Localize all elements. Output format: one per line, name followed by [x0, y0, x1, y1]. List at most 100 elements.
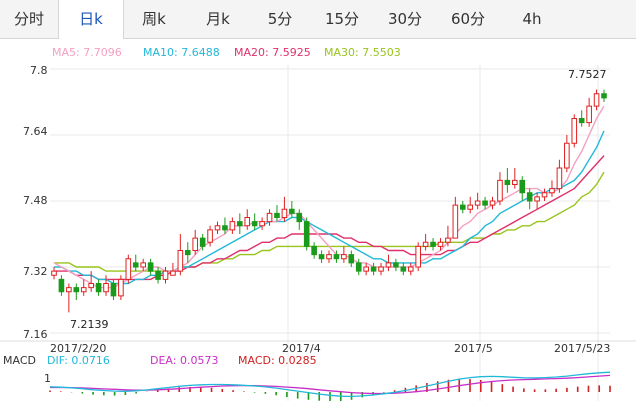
candle-body [504, 179, 511, 185]
candle-body [244, 217, 251, 227]
candle-body [333, 254, 340, 260]
candle-body [586, 105, 592, 124]
candle-body [88, 283, 94, 289]
y-axis-labels: 7.8 7.64 7.48 7.32 7.16 [23, 64, 48, 341]
candle-body [229, 221, 236, 231]
candle-body [162, 270, 169, 280]
candlesticks [51, 89, 607, 313]
dif-line [49, 371, 611, 398]
legend-macd-title: MACD [3, 354, 36, 367]
candle-body [348, 254, 355, 264]
candle-body [385, 262, 392, 268]
legend-macd-value: MACD: 0.0285 [238, 354, 317, 367]
candle-body [251, 221, 258, 227]
y-tick-label: 7.48 [23, 194, 48, 207]
candle-body [274, 212, 280, 218]
candle-body [207, 229, 213, 243]
x-tick-label: 2017/5/23 [554, 342, 610, 355]
candle-body [237, 221, 243, 227]
candle-body [571, 118, 578, 144]
tab-intraday[interactable]: 分时 [13, 10, 44, 28]
candle-body [474, 200, 481, 206]
grid-lines [0, 65, 636, 401]
macd-y-tick-label: 1 [44, 372, 51, 385]
candle-body [497, 179, 503, 202]
candle-body [58, 278, 65, 293]
candle-body [296, 212, 303, 223]
candle-body [370, 266, 377, 272]
candle-body [519, 179, 526, 194]
candle-body [415, 245, 421, 268]
candle-body [199, 237, 206, 247]
candle-body [556, 167, 563, 190]
candle-body [80, 287, 87, 293]
x-tick-label: 2017/4 [282, 342, 321, 355]
candle-body [266, 212, 273, 223]
y-tick-label: 7.8 [30, 64, 48, 77]
tab-15min[interactable]: 15分 [324, 10, 360, 28]
candle-body [489, 200, 496, 206]
candle-body [95, 283, 102, 293]
candle-body [482, 200, 488, 206]
tab-5min[interactable]: 5分 [267, 10, 293, 28]
tab-monthly-k[interactable]: 月k [206, 10, 230, 28]
tab-weekly-k[interactable]: 周k [142, 10, 166, 28]
candle-body [303, 221, 310, 247]
tab-4h[interactable]: 4h [522, 10, 542, 28]
candle-body [103, 283, 109, 293]
candle-body [601, 93, 607, 99]
candle-body [341, 254, 347, 260]
candle-body [132, 262, 139, 268]
macd-legend: MACD DIF: 0.0716 DEA: 0.0573 MACD: 0.028… [3, 354, 317, 367]
candle-body [452, 204, 459, 239]
candle-body [147, 262, 154, 272]
legend-ma20: MA20: 7.5925 [234, 46, 311, 59]
x-tick-label: 2017/5 [454, 342, 493, 355]
candle-body [326, 254, 332, 260]
candle-body [512, 179, 518, 185]
candle-body [214, 225, 221, 231]
low-annotation: 7.2139 [70, 318, 109, 331]
candle-body [170, 270, 176, 276]
candle-body [289, 208, 295, 214]
tab-daily-k[interactable]: 日k [58, 0, 124, 39]
high-annotation: 7.7527 [568, 68, 607, 81]
candle-body [140, 262, 146, 268]
candle-body [125, 258, 132, 280]
candle-body [222, 225, 228, 231]
candle-body [66, 287, 72, 293]
ma5-line [53, 105, 605, 289]
candle-body [51, 270, 57, 276]
candle-body [393, 262, 399, 268]
candle-body [437, 241, 444, 247]
candle-body [73, 287, 80, 293]
candle-body [363, 266, 369, 272]
legend-dea: DEA: 0.0573 [150, 354, 218, 367]
legend-ma30: MA30: 7.5503 [324, 46, 401, 59]
candle-body [400, 266, 407, 272]
candle-body [459, 204, 466, 210]
candle-body [534, 196, 540, 202]
candle-body [541, 192, 548, 198]
candle-body [355, 262, 362, 272]
period-tab-bar: 分时 日k 周k 月k 5分 15分 30分 60分 4h [0, 0, 636, 39]
legend-ma5: MA5: 7.7096 [52, 46, 122, 59]
candle-body [311, 245, 317, 256]
x-tick-label: 2017/2/20 [50, 342, 106, 355]
candle-body [564, 142, 570, 169]
candle-body [593, 93, 600, 107]
legend-dif: DIF: 0.0716 [47, 354, 110, 367]
macd-panel [49, 371, 611, 401]
candle-body [578, 118, 585, 124]
ma10-line [54, 130, 605, 285]
ma-lines [53, 105, 605, 289]
tab-60min[interactable]: 60分 [450, 10, 486, 28]
tab-30min[interactable]: 30分 [387, 10, 423, 28]
candle-body [118, 278, 124, 297]
x-axis-labels: 2017/2/20 2017/4 2017/5 2017/5/23 [50, 342, 610, 355]
candle-body [192, 237, 199, 251]
ma-legend: MA5: 7.7096 MA10: 7.6488 MA20: 7.5925 MA… [52, 46, 401, 59]
candle-body [430, 241, 436, 247]
candle-body [259, 221, 265, 227]
